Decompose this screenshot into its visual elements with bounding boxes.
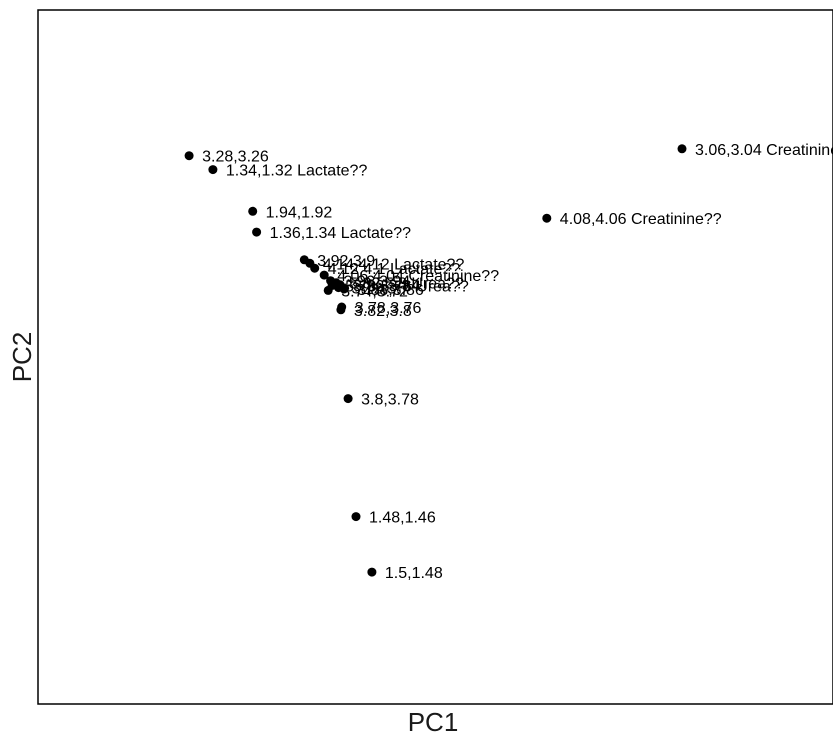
scatter-point-16 [339,284,349,294]
scatter-point-1 [208,165,218,175]
scatter-point-0 [184,151,194,161]
point-label-4: 3.06,3.04 Creatinine?? [695,142,833,159]
scatter-point-3 [252,227,262,237]
point-label-18: 3.82,3.8 [354,303,412,320]
point-label-16: 3.88,3.86 [357,282,424,299]
point-label-13: 3.72,3.7 [352,281,410,298]
point-label-9: 4.06,4.04 Creatinine?? [337,268,499,285]
point-label-7: 4.14,4.12 Lactate?? [323,256,465,273]
point-label-1: 1.34,1.32 Lactate?? [226,163,368,180]
points-layer: 3.28,3.261.34,1.32 Lactate?? 1.94,1.92 1.3… [184,142,833,582]
scatter-point-20 [351,512,361,522]
scatter-point-21 [367,567,377,577]
point-label-8: 4.12,4.1 Lactate?? [328,261,461,278]
scatter-point-8 [310,263,320,273]
y-axis-title: PC2 [7,332,37,383]
point-label-3: 1.36,1.34 Lactate?? [270,225,412,242]
scatter-point-9 [319,270,329,280]
point-label-20: 1.48,1.46 [369,510,436,527]
point-label-2: 1.94,1.92 [266,204,333,221]
x-axis-title: PC1 [408,707,459,734]
point-label-5: 4.08,4.06 Creatinine?? [560,211,722,228]
point-label-17: 3.78,3.76 [355,300,422,317]
scatter-point-2 [248,206,258,216]
point-label-14: 3.74,3.72 [341,283,408,300]
point-label-0: 3.28,3.26 [202,149,269,166]
scatter-point-4 [677,144,687,154]
point-label-21: 1.5,1.48 [385,565,443,582]
scatter-point-5 [542,213,552,223]
scatter-point-19 [343,394,353,404]
scatter-point-14 [323,285,333,295]
scatter-point-18 [336,305,346,315]
point-label-10: 3.96,3.94 [344,274,411,291]
plot-frame [37,9,833,705]
point-label-6: 3.92,3.9 [317,253,375,270]
point-label-19: 3.8,3.78 [361,392,419,409]
point-label-12: 5.78,5.76 Urea?? [345,279,469,296]
point-label-11: 5.82,5.8 Urea?? [349,276,464,293]
point-label-15: 3.86,3.84 [353,278,420,295]
